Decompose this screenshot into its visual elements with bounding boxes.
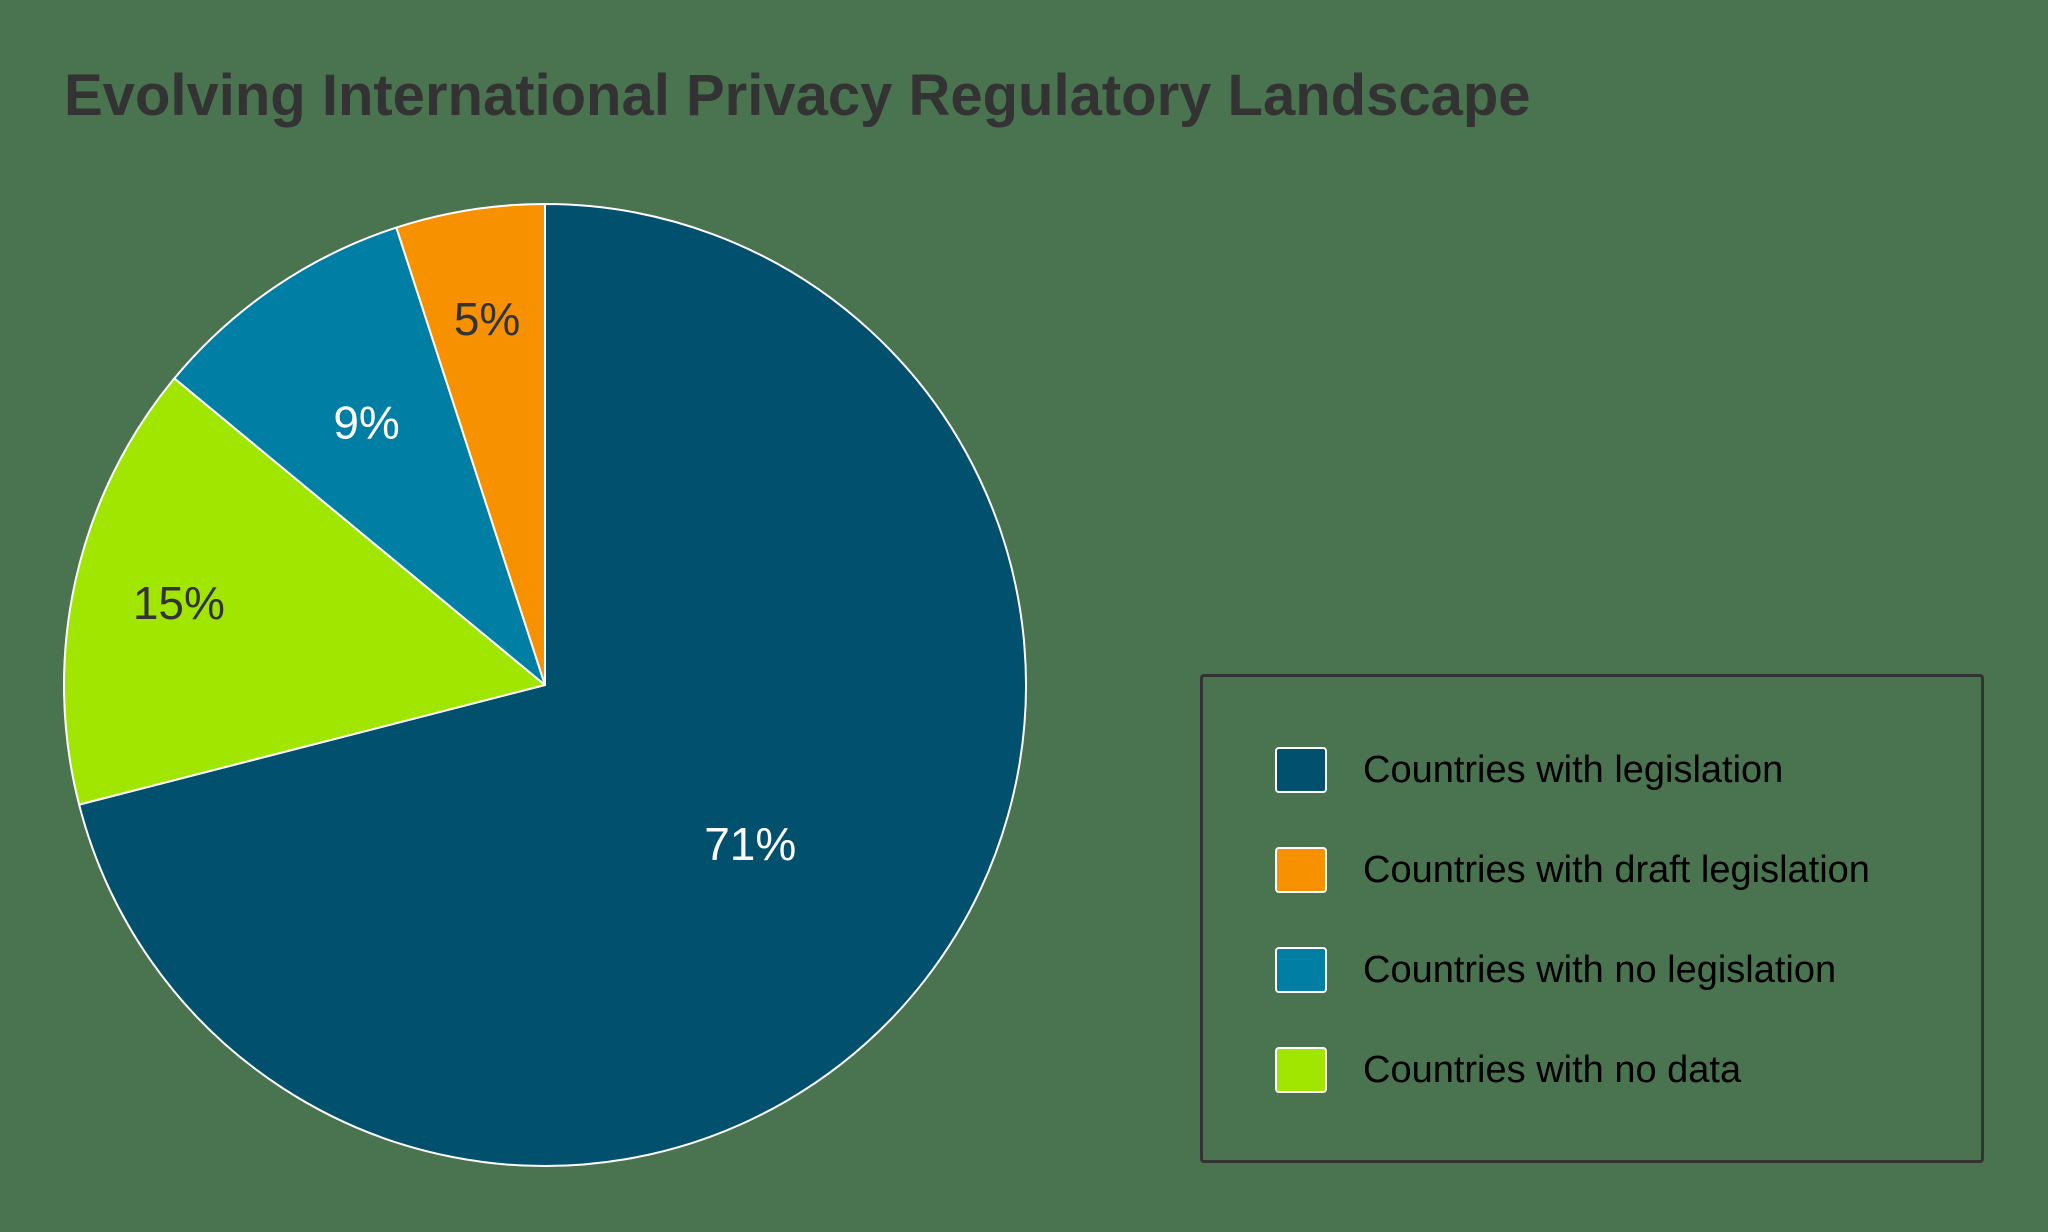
slice-label-no-legislation: 9% (333, 396, 399, 448)
legend-swatch-no-legislation (1275, 947, 1327, 993)
pie-slice-draft-legislation (395, 203, 546, 686)
legend-label: Countries with legislation (1363, 748, 1784, 791)
legend-item-no-legislation: Countries with no legislation (1275, 945, 1836, 995)
legend-swatch-legislation (1275, 747, 1327, 793)
pie-slices (63, 203, 1027, 1167)
pie-slice-legislation (78, 203, 1027, 1167)
legend-item-draft-legislation: Countries with draft legislation (1275, 845, 1870, 895)
legend-label: Countries with draft legislation (1363, 848, 1870, 891)
legend-swatch-draft-legislation (1275, 847, 1327, 893)
legend-label: Countries with no legislation (1363, 948, 1837, 991)
legend-label: Countries with no data (1363, 1048, 1742, 1091)
pie-slice-no-legislation (173, 226, 546, 686)
legend-item-legislation: Countries with legislation (1275, 745, 1783, 795)
slice-label-legislation: 71% (704, 818, 796, 870)
slice-label-draft-legislation: 5% (454, 293, 520, 345)
legend: Countries with legislation Countries wit… (1200, 674, 1984, 1163)
legend-swatch-no-data (1275, 1047, 1327, 1093)
chart-title: Evolving International Privacy Regulator… (64, 63, 1531, 128)
legend-item-no-data: Countries with no data (1275, 1045, 1741, 1095)
pie-slice-no-data (63, 377, 546, 806)
slice-label-no-data: 15% (133, 577, 225, 629)
pie-slice-labels: 71% 15% 9% 5% (133, 293, 796, 870)
